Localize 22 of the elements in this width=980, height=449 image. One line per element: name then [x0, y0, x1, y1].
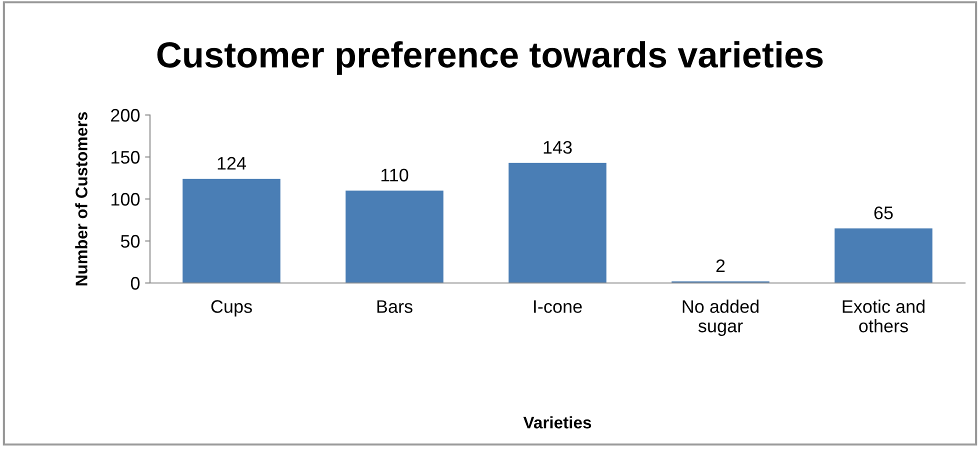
data-label: 124 [218, 156, 246, 170]
y-axis-title: Number of Customers [75, 112, 88, 286]
x-tick-label: Cups [211, 300, 252, 316]
x-tick-label: Exotic and others [842, 300, 924, 332]
bar [508, 162, 606, 283]
y-tick-label: 150 [112, 150, 140, 164]
data-label: 143 [544, 140, 572, 154]
data-label: 110 [381, 168, 408, 182]
y-tick-label: 100 [112, 192, 140, 206]
x-axis-title: Varieties [523, 416, 592, 428]
data-label: 2 [716, 259, 725, 272]
y-tick-label: 0 [130, 276, 140, 290]
chart-title: Customer preference towards varieties [157, 41, 823, 75]
y-tick-label: 200 [111, 108, 140, 122]
x-tick-label: No added sugar [682, 300, 758, 336]
bar [182, 178, 280, 283]
bar [346, 190, 444, 283]
data-label: 65 [874, 206, 893, 220]
x-tick-label: I-cone [534, 300, 582, 313]
x-tick-label: Bars [377, 300, 412, 313]
bar [834, 228, 932, 283]
y-tick-label: 50 [120, 234, 140, 248]
